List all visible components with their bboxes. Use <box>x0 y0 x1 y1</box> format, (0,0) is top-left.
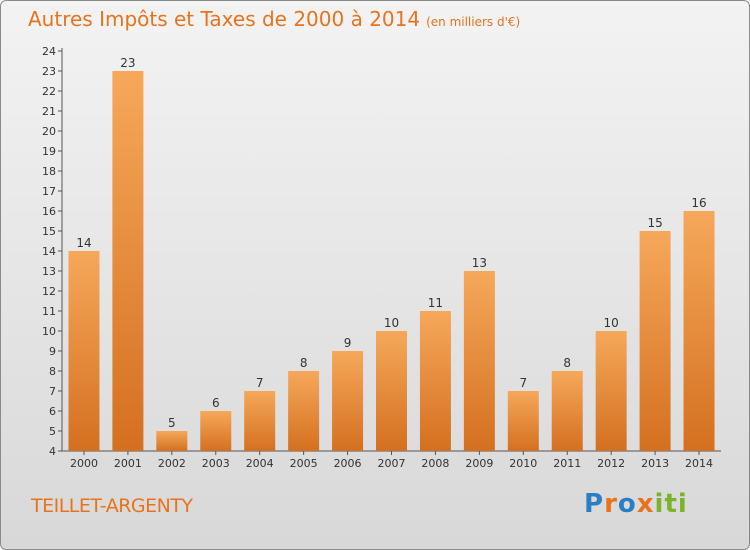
data-label-2008: 11 <box>428 296 443 310</box>
y-tick-label: 23 <box>42 65 56 78</box>
data-label-2011: 8 <box>563 356 571 370</box>
y-tick-label: 5 <box>49 425 56 438</box>
y-tick-label: 20 <box>42 125 56 138</box>
x-tick-label: 2002 <box>158 457 186 470</box>
data-label-2005: 8 <box>300 356 308 370</box>
y-tick-label: 12 <box>42 285 56 298</box>
data-label-2010: 7 <box>519 376 527 390</box>
x-tick-label: 2001 <box>114 457 142 470</box>
bar-2002 <box>156 431 188 451</box>
data-label-2001: 23 <box>120 56 135 70</box>
y-tick-label: 17 <box>42 185 56 198</box>
x-tick-label: 2014 <box>685 457 713 470</box>
x-tick-label: 2009 <box>465 457 493 470</box>
data-label-2014: 16 <box>691 196 706 210</box>
bar-2008 <box>419 311 451 451</box>
x-tick-label: 2011 <box>553 457 581 470</box>
bar-2004 <box>244 391 276 451</box>
data-label-2006: 9 <box>344 336 352 350</box>
y-tick-label: 22 <box>42 85 56 98</box>
data-label-2002: 5 <box>168 416 176 430</box>
bar-2001 <box>112 71 144 451</box>
y-tick-label: 18 <box>42 165 56 178</box>
bar-2003 <box>200 411 232 451</box>
chart-title-text: Autres Impôts et Taxes de 2000 à 2014 <box>28 7 421 31</box>
data-label-2004: 7 <box>256 376 264 390</box>
bar-2006 <box>332 351 364 451</box>
y-tick-label: 24 <box>42 45 56 58</box>
x-tick-label: 2008 <box>421 457 449 470</box>
bar-2014 <box>683 211 715 451</box>
proxiti-logo: Proxiti <box>584 489 688 519</box>
x-tick-label: 2000 <box>70 457 98 470</box>
y-tick-label: 16 <box>42 205 56 218</box>
data-label-2000: 14 <box>76 236 91 250</box>
y-tick-label: 15 <box>42 225 56 238</box>
y-tick-label: 10 <box>42 325 56 338</box>
chart-title: Autres Impôts et Taxes de 2000 à 2014 (en… <box>28 7 520 31</box>
x-tick-label: 2006 <box>334 457 362 470</box>
x-tick-label: 2010 <box>509 457 537 470</box>
x-tick-label: 2004 <box>246 457 274 470</box>
y-tick-label: 8 <box>49 365 56 378</box>
bar-2010 <box>507 391 539 451</box>
bar-2000 <box>68 251 100 451</box>
data-label-2009: 13 <box>472 256 487 270</box>
x-tick-label: 2007 <box>378 457 406 470</box>
chart-subtitle: (en milliers d'€) <box>426 15 521 29</box>
x-tick-label: 2003 <box>202 457 230 470</box>
data-label-2012: 10 <box>604 316 619 330</box>
y-tick-label: 4 <box>49 445 56 458</box>
y-tick-label: 7 <box>49 385 56 398</box>
bar-2012 <box>595 331 627 451</box>
data-label-2003: 6 <box>212 396 220 410</box>
commune-name: TEILLET-ARGENTY <box>31 495 193 517</box>
y-tick-label: 6 <box>49 405 56 418</box>
y-tick-label: 9 <box>49 345 56 358</box>
y-tick-label: 14 <box>42 245 56 258</box>
y-tick-label: 19 <box>42 145 56 158</box>
bar-2007 <box>376 331 407 451</box>
bar-2013 <box>639 231 671 451</box>
bar-2011 <box>551 371 583 451</box>
data-label-2007: 10 <box>384 316 399 330</box>
y-tick-label: 13 <box>42 265 56 278</box>
bar-2009 <box>463 271 495 451</box>
x-tick-label: 2012 <box>597 457 625 470</box>
y-tick-label: 11 <box>42 305 56 318</box>
x-tick-label: 2013 <box>641 457 669 470</box>
data-label-2013: 15 <box>647 216 662 230</box>
x-tick-label: 2005 <box>290 457 318 470</box>
y-tick-label: 21 <box>42 105 56 118</box>
bar-2005 <box>288 371 320 451</box>
